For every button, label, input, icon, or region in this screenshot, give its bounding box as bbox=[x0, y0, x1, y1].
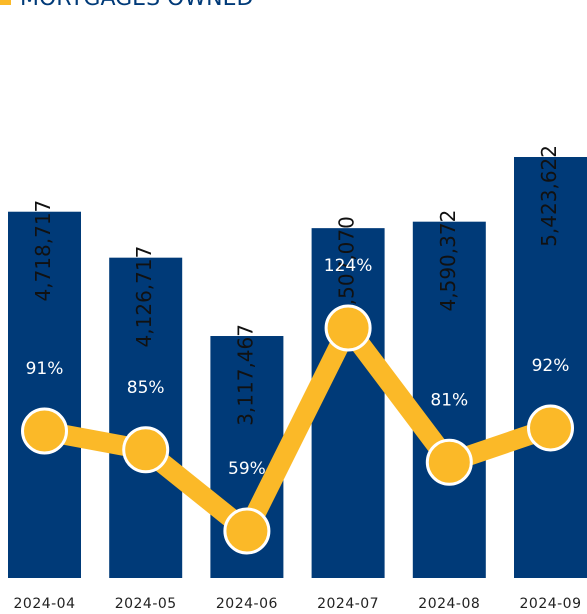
bar-value-label: 4,590,372 bbox=[436, 210, 460, 312]
x-tick-label: 2024-06 bbox=[216, 596, 278, 612]
line-point bbox=[122, 426, 170, 474]
line-value-label: 85% bbox=[127, 378, 165, 398]
bar bbox=[412, 221, 486, 579]
line-point bbox=[21, 407, 68, 455]
line-value-label: 91% bbox=[26, 359, 64, 379]
x-tick-label: 2024-07 bbox=[317, 596, 379, 612]
x-tick-label: 2024-04 bbox=[14, 596, 76, 612]
bar-value-label: 4,718,717 bbox=[31, 200, 55, 302]
line-value-label: 124% bbox=[324, 256, 373, 276]
line-point bbox=[223, 507, 271, 555]
x-tick-label: 2024-09 bbox=[520, 596, 582, 612]
bar-value-label: 4,126,717 bbox=[132, 246, 156, 348]
x-tick-label: 2024-08 bbox=[418, 596, 480, 612]
x-tick-label: 2024-05 bbox=[115, 596, 177, 612]
line-value-label: 92% bbox=[532, 356, 570, 376]
bar bbox=[8, 211, 81, 578]
line-point bbox=[425, 438, 473, 486]
legend-label: MORTGAGES OWNED bbox=[20, 0, 253, 11]
bar-value-label: 5,423,622 bbox=[537, 145, 561, 247]
bar bbox=[109, 257, 183, 578]
bar bbox=[311, 228, 385, 579]
line-value-label: 59% bbox=[228, 459, 266, 479]
bar-value-label: 4,507,070 bbox=[335, 216, 359, 318]
line-value-label: 81% bbox=[430, 390, 468, 410]
bar bbox=[514, 157, 587, 578]
bar-value-label: 3,117,467 bbox=[233, 324, 257, 426]
legend-swatch bbox=[0, 0, 11, 5]
line-point bbox=[324, 304, 372, 352]
line-point bbox=[527, 404, 574, 452]
